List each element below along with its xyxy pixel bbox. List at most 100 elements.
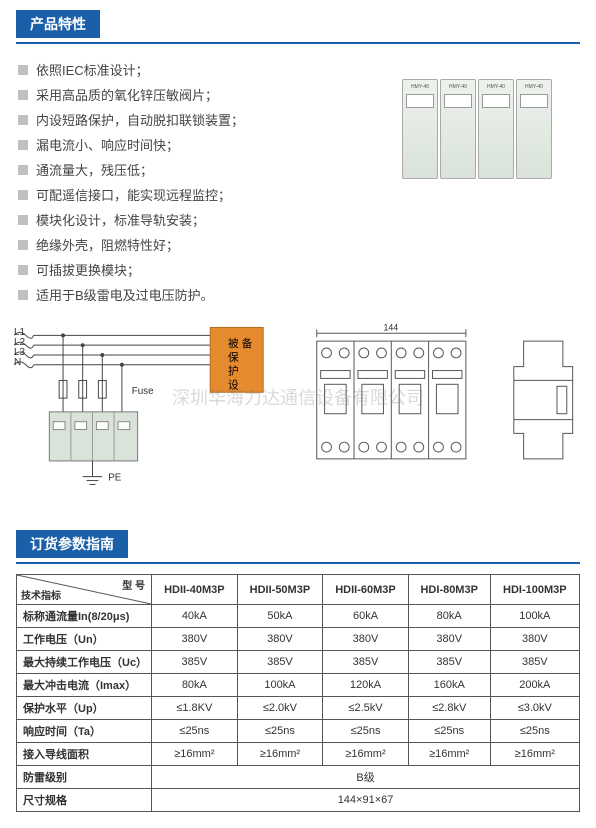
table-cell: 385V [152,651,238,674]
table-body: 标称通流量In(8/20μs)40kA50kA60kA80kA100kA工作电压… [17,605,580,812]
table-cell: ≤2.0kV [237,697,323,720]
table-cell: ≤2.8kV [408,697,490,720]
table-cell: 380V [237,628,323,651]
model-header: HDII-40M3P [152,575,238,605]
svg-text:PE: PE [108,473,122,484]
table-cell: 200kA [490,674,579,697]
svg-text:备: 备 [242,337,253,350]
feature-item: 可插拔更换模块； [18,260,378,279]
row-label: 最大持续工作电压（Uc） [17,651,152,674]
table-cell: ≥16mm² [152,743,238,766]
features-container: 依照IEC标准设计； 采用高品质的氧化锌压敏阀片； 内设短路保护，自动脱扣联锁装… [0,54,596,310]
svg-text:护: 护 [228,365,239,378]
svg-text:144: 144 [383,322,398,332]
spd-module: HMY-40 [516,79,552,179]
feature-item: 适用于B级雷电及过电压防护。 [18,285,378,304]
model-header: HDII-50M3P [237,575,323,605]
table-cell: 380V [408,628,490,651]
feature-text: 内设短路保护，自动脱扣联锁装置； [36,110,244,129]
corner-top-label: 型 号 [122,577,145,592]
svg-text:设: 设 [228,379,239,391]
table-cell: ≤25ns [323,720,409,743]
feature-text: 通流量大，残压低； [36,160,153,179]
table-row: 接入导线面积≥16mm²≥16mm²≥16mm²≥16mm²≥16mm² [17,743,580,766]
table-cell: 60kA [323,605,409,628]
feature-text: 可插拔更换模块； [36,260,140,279]
feature-item: 漏电流小、响应时间快； [18,135,378,154]
table-cell: 380V [323,628,409,651]
divider [16,42,580,44]
product-image: HMY-40 HMY-40 HMY-40 HMY-40 [378,64,578,194]
spd-module: HMY-40 [402,79,438,179]
wiring-n: N [14,357,21,368]
table-cell: ≤25ns [408,720,490,743]
model-header: HDII-60M3P [323,575,409,605]
feature-text: 绝缘外壳，阻燃特性好； [36,235,179,254]
table-row: 工作电压（Un）380V380V380V380V380V [17,628,580,651]
fuse-label: Fuse [132,386,154,397]
table-cell: ≤3.0kV [490,697,579,720]
square-bullet-icon [18,240,28,250]
table-cell: 380V [490,628,579,651]
table-cell: 80kA [408,605,490,628]
table-cell: ≤25ns [490,720,579,743]
table-cell: 100kA [490,605,579,628]
row-label: 防雷级别 [17,766,152,789]
table-cell: ≤25ns [237,720,323,743]
table-cell: 380V [152,628,238,651]
table-row: 防雷级别B级 [17,766,580,789]
row-label: 响应时间（Ta） [17,720,152,743]
square-bullet-icon [18,190,28,200]
feature-text: 漏电流小、响应时间快； [36,135,179,154]
spd-module: HMY-40 [478,79,514,179]
table-cell: 80kA [152,674,238,697]
table-cell: ≥16mm² [408,743,490,766]
table-cell: ≤1.8KV [152,697,238,720]
row-label: 工作电压（Un） [17,628,152,651]
feature-text: 适用于B级雷电及过电压防护。 [36,285,214,304]
square-bullet-icon [18,265,28,275]
feature-item: 模块化设计，标准导轨安装； [18,210,378,229]
table-cell: 160kA [408,674,490,697]
row-span-cell: B级 [152,766,580,789]
table-cell: 100kA [237,674,323,697]
square-bullet-icon [18,90,28,100]
feature-item: 可配遥信接口，能实现远程监控； [18,185,378,204]
spd-module: HMY-40 [440,79,476,179]
model-header: HDI-80M3P [408,575,490,605]
square-bullet-icon [18,115,28,125]
table-cell: ≥16mm² [490,743,579,766]
row-label: 接入导线面积 [17,743,152,766]
table-cell: ≥16mm² [237,743,323,766]
row-span-cell: 144×91×67 [152,789,580,812]
table-cell: 385V [408,651,490,674]
table-header-row: 型 号 技术指标 HDII-40M3P HDII-50M3P HDII-60M3… [17,575,580,605]
row-label: 尺寸规格 [17,789,152,812]
spec-table-container: 型 号 技术指标 HDII-40M3P HDII-50M3P HDII-60M3… [0,574,596,828]
feature-text: 依照IEC标准设计； [36,60,149,79]
table-cell: 120kA [323,674,409,697]
feature-text: 模块化设计，标准导轨安装； [36,210,205,229]
table-cell: ≤25ns [152,720,238,743]
feature-item: 内设短路保护，自动脱扣联锁装置； [18,110,378,129]
table-cell: 385V [237,651,323,674]
row-label: 最大冲击电流（Imax） [17,674,152,697]
table-cell: ≥16mm² [323,743,409,766]
feature-text: 可配遥信接口，能实现远程监控； [36,185,231,204]
corner-bottom-label: 技术指标 [21,587,61,602]
dimension-front: 144 [303,320,480,480]
table-row: 最大持续工作电压（Uc）385V385V385V385V385V [17,651,580,674]
table-row: 响应时间（Ta）≤25ns≤25ns≤25ns≤25ns≤25ns [17,720,580,743]
spec-table: 型 号 技术指标 HDII-40M3P HDII-50M3P HDII-60M3… [16,574,580,812]
feature-item: 通流量大，残压低； [18,160,378,179]
table-cell: 385V [490,651,579,674]
row-label: 标称通流量In(8/20μs) [17,605,152,628]
square-bullet-icon [18,215,28,225]
section-header-features: 产品特性 [16,10,100,38]
square-bullet-icon [18,65,28,75]
divider [16,562,580,564]
row-label: 保护水平（Up） [17,697,152,720]
dimension-side [504,320,582,480]
feature-item: 依照IEC标准设计； [18,60,378,79]
feature-item: 采用高品质的氧化锌压敏阀片； [18,85,378,104]
